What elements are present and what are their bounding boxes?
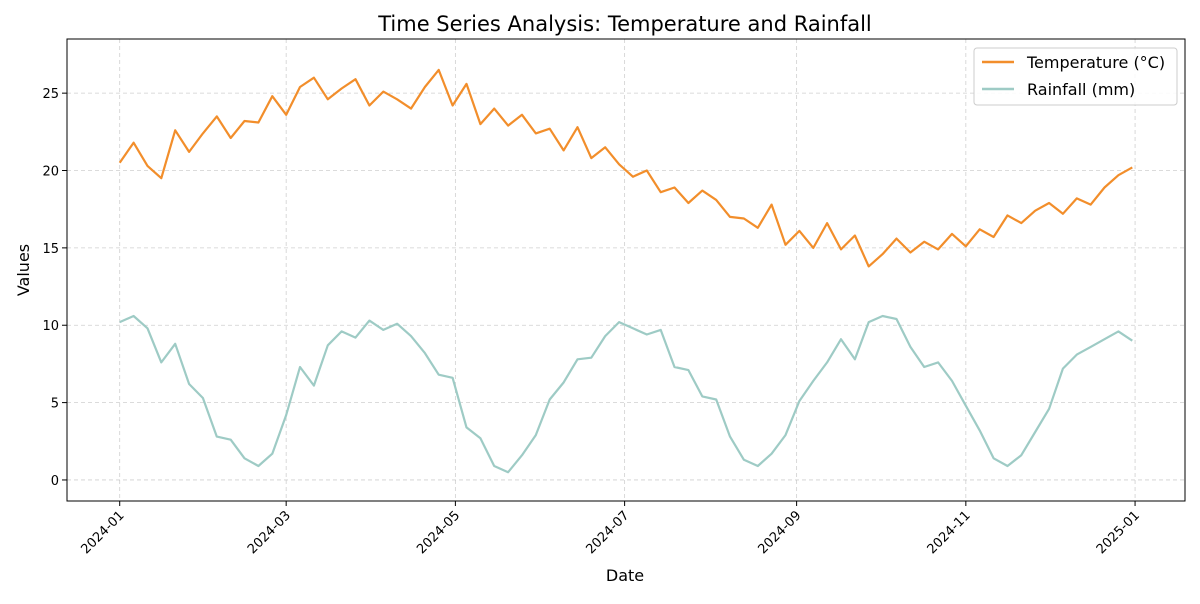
y-axis-label: Values (14, 244, 33, 296)
legend-label-rainfall: Rainfall (mm) (1027, 80, 1135, 99)
y-tick-label: 25 (42, 87, 59, 102)
legend: Temperature (°C) Rainfall (mm) (973, 47, 1178, 106)
x-axis-label: Date (606, 566, 644, 585)
x-tick-label: 2024-01 (79, 508, 128, 557)
legend-label-temperature: Temperature (°C) (1026, 53, 1165, 72)
x-tick-label: 2024-05 (414, 508, 463, 557)
y-tick-label: 15 (42, 242, 59, 257)
grid (67, 39, 1185, 501)
chart-title: Time Series Analysis: Temperature and Ra… (377, 12, 872, 36)
temperature-line (118, 68, 1133, 268)
rainfall-line (119, 314, 1133, 474)
y-axis: 0 5 10 15 20 25 (42, 87, 67, 489)
plot-frame (66, 38, 1186, 502)
x-tick-label: 2024-07 (583, 508, 632, 557)
legend-box (973, 47, 1178, 106)
x-tick-label: 2025-01 (1094, 508, 1143, 557)
y-tick-label: 0 (51, 474, 59, 489)
x-tick-label: 2024-09 (755, 508, 804, 557)
y-tick-label: 20 (42, 165, 59, 180)
series-group (118, 68, 1133, 474)
y-tick-label: 5 (51, 397, 59, 412)
x-tick-label: 2024-11 (925, 508, 974, 557)
y-tick-label: 10 (42, 319, 59, 334)
x-axis: 2024-01 2024-03 2024-05 2024-07 2024-09 2024-… (79, 501, 1143, 557)
x-tick-label: 2024-03 (245, 508, 294, 557)
